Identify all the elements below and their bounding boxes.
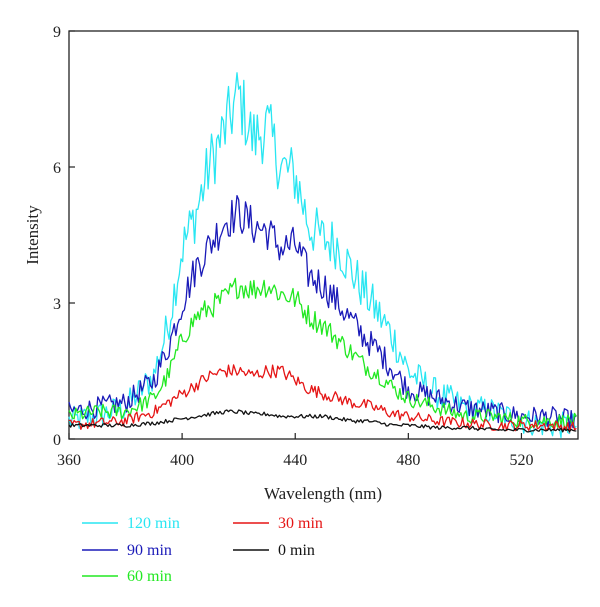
series-line-0-min — [68, 409, 577, 433]
legend: 120 min 90 min 60 min 30 min 0 min — [82, 515, 323, 585]
legend-label: 120 min — [127, 515, 180, 532]
x-tick-label: 520 — [509, 452, 533, 469]
y-tick-label: 6 — [53, 160, 61, 177]
legend-label: 60 min — [127, 568, 172, 585]
legend-label: 0 min — [278, 542, 315, 559]
legend-label: 30 min — [278, 515, 323, 532]
x-axis-title: Wavelength (nm) — [264, 484, 382, 503]
x-tick-label: 400 — [170, 452, 194, 469]
ticks-layer: 360 400 440 480 520 0 3 6 9 — [53, 24, 533, 469]
x-tick-label: 360 — [57, 452, 81, 469]
series-line-90-min — [68, 194, 577, 430]
y-tick-label: 9 — [53, 24, 61, 41]
x-tick-label: 480 — [396, 452, 420, 469]
y-tick-label: 0 — [53, 432, 61, 449]
series-layer — [68, 72, 577, 439]
legend-label: 90 min — [127, 542, 172, 559]
series-line-60-min — [68, 277, 577, 429]
series-line-30-min — [68, 364, 577, 433]
x-tick-label: 440 — [283, 452, 307, 469]
y-axis-title: Intensity — [23, 205, 42, 265]
y-tick-label: 3 — [53, 296, 61, 313]
plot-frame — [68, 30, 579, 440]
series-line-120-min — [68, 72, 577, 439]
